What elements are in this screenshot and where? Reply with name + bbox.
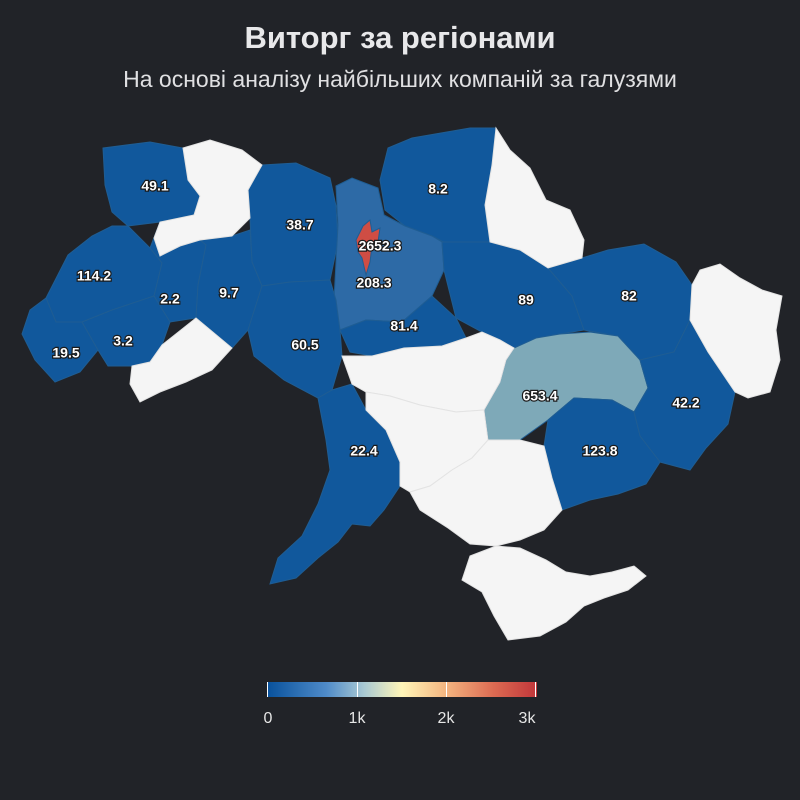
region-zakarpattia[interactable] <box>21 297 99 383</box>
value-label-rivne: 38.7 <box>286 217 313 233</box>
value-label-lviv: 114.2 <box>77 268 111 284</box>
legend-tick-1k <box>357 682 358 697</box>
value-label-poltava: 89 <box>518 292 534 308</box>
value-label-donetsk: 42.2 <box>672 395 699 411</box>
region-kyiv-city[interactable] <box>355 219 381 277</box>
value-label-kharkiv: 82 <box>621 288 637 304</box>
color-scale-legend <box>267 682 537 698</box>
value-label-ternopil: 2.2 <box>160 291 180 307</box>
color-scale-bar <box>267 682 537 697</box>
legend-label-2k: 2k <box>437 710 455 727</box>
value-label-kyiv-oblast: 208.3 <box>356 275 391 291</box>
region-no-data-crimea <box>461 545 647 641</box>
value-label-kyiv-city: 2652.3 <box>359 238 402 254</box>
value-label-chernihiv: 8.2 <box>428 181 448 197</box>
value-label-vinnytsia: 60.5 <box>291 337 318 353</box>
region-no-data-kherson <box>409 439 563 547</box>
region-no-data-luhansk <box>689 263 783 399</box>
value-label-volyn: 49.1 <box>141 178 168 194</box>
legend-tick-0 <box>267 682 268 697</box>
region-kyiv-oblast[interactable] <box>333 177 445 331</box>
value-label-odesa: 22.4 <box>350 443 377 459</box>
value-label-dnipropetrovsk: 653.4 <box>522 388 557 404</box>
value-label-khmelnytskyi: 9.7 <box>219 285 239 301</box>
legend-label-3k: 3k <box>518 710 536 727</box>
value-label-cherkasy: 81.4 <box>390 318 417 334</box>
value-label-zaporizhzhia: 123.8 <box>582 443 617 459</box>
region-no-data-north-west <box>153 139 263 257</box>
chart-subtitle: На основі аналізу найбільших компаній за… <box>123 66 677 92</box>
region-no-data-sumy <box>484 126 585 269</box>
value-label-ivano-frankivsk: 3.2 <box>113 333 133 349</box>
value-label-zakarpattia: 19.5 <box>52 345 79 361</box>
region-no-data-chernivtsi <box>129 317 233 403</box>
chart-title: Виторг за регіонами <box>244 20 556 55</box>
legend-tick-2k <box>446 682 447 697</box>
legend-label-0: 0 <box>263 710 273 727</box>
legend-label-1k: 1k <box>348 710 366 727</box>
legend-tick-3k <box>535 682 536 697</box>
region-vinnytsia[interactable] <box>247 279 343 399</box>
